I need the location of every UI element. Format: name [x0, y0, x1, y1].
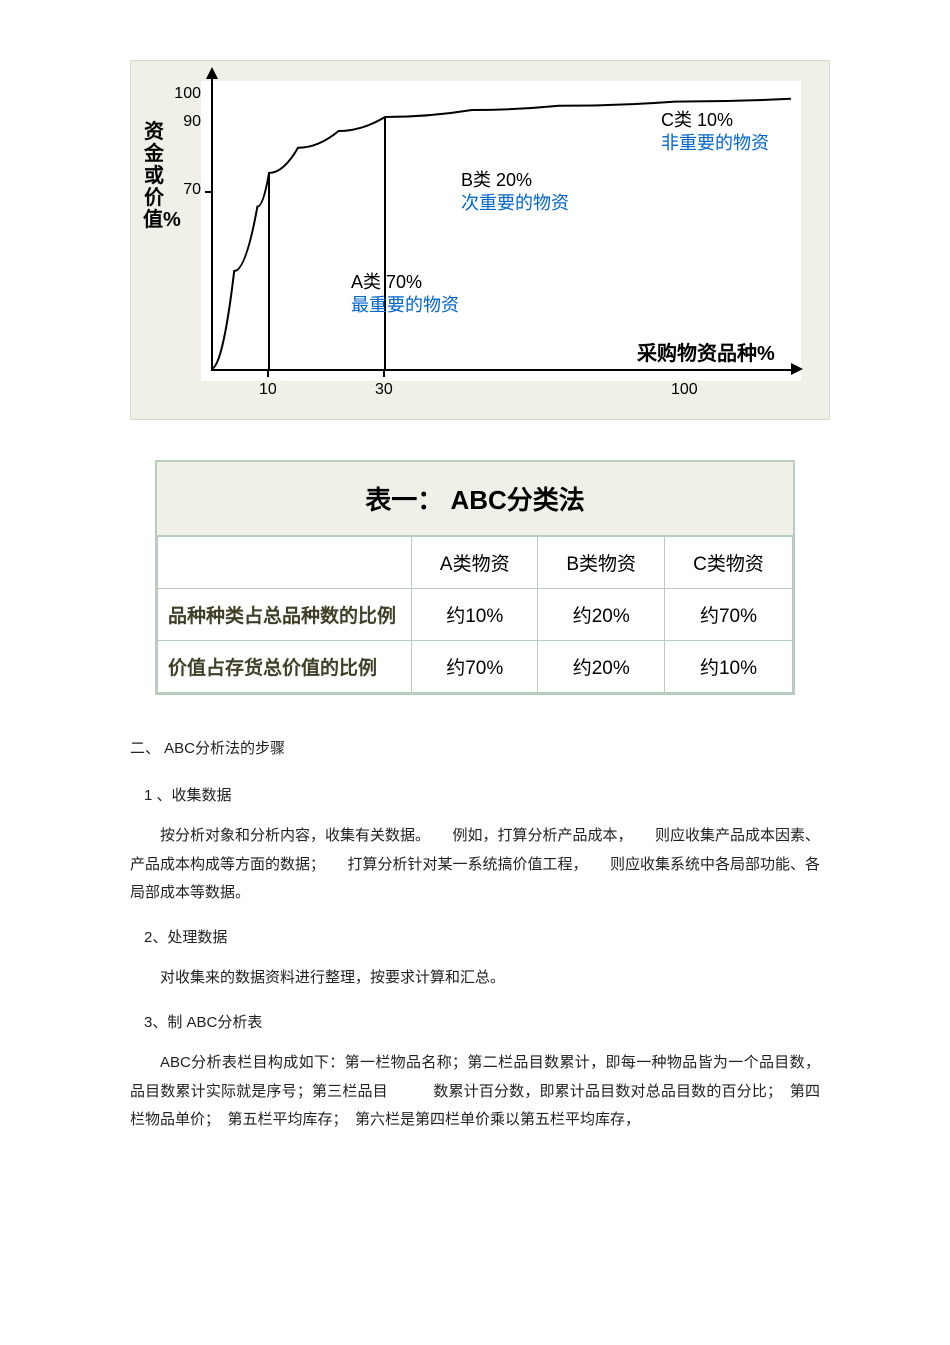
table-title: 表一： ABC分类法	[157, 462, 793, 536]
table-header-cell: A类物资	[412, 537, 538, 589]
table-row: 品种种类占总品种数的比例 约10% 约20% 约70%	[158, 589, 793, 641]
table-header-cell: B类物资	[538, 537, 664, 589]
table-header-cell	[158, 537, 412, 589]
table-cell: 约10%	[664, 641, 792, 693]
x-axis-label: 采购物资品种%	[637, 337, 775, 366]
anno-line2: 次重要的物资	[461, 192, 569, 215]
table-row-header: 价值占存货总价值的比例	[158, 641, 412, 693]
table-cell: 约70%	[664, 589, 792, 641]
anno-line2: 最重要的物资	[351, 294, 459, 317]
step-heading: 2、处理数据	[144, 924, 820, 953]
table-cell: 约20%	[538, 641, 664, 693]
step-heading: 3、制 ABC分析表	[144, 1009, 820, 1038]
section-heading: 二、 ABC分析法的步骤	[130, 735, 820, 764]
table-header-cell: C类物资	[664, 537, 792, 589]
abc-table-body: A类物资 B类物资 C类物资 品种种类占总品种数的比例 约10% 约20% 约7…	[157, 536, 793, 693]
abc-pareto-chart: 资金或价值% 70 90 100 10 30 100 A类 70% 最重要的物资…	[130, 60, 830, 420]
text-section: 二、 ABC分析法的步骤 1 、收集数据 按分析对象和分析内容，收集有关数据。 …	[130, 735, 820, 1135]
chart-annotation-b: B类 20% 次重要的物资	[461, 169, 569, 214]
table-cell: 约10%	[412, 589, 538, 641]
abc-table: 表一： ABC分类法 A类物资 B类物资 C类物资 品种种类占总品种数的比例 约…	[155, 460, 795, 695]
table-row: 价值占存货总价值的比例 约70% 约20% 约10%	[158, 641, 793, 693]
table-header-row: A类物资 B类物资 C类物资	[158, 537, 793, 589]
table-cell: 约20%	[538, 589, 664, 641]
step-body: 按分析对象和分析内容，收集有关数据。 例如，打算分析产品成本， 则应收集产品成本…	[130, 822, 820, 908]
table-row-header: 品种种类占总品种数的比例	[158, 589, 412, 641]
step-body: 对收集来的数据资料进行整理，按要求计算和汇总。	[130, 964, 820, 993]
step-body: ABC分析表栏目构成如下：第一栏物品名称；第二栏品目数累计，即每一种物品皆为一个…	[130, 1049, 820, 1135]
table-cell: 约70%	[412, 641, 538, 693]
anno-line2: 非重要的物资	[661, 132, 769, 155]
anno-line1: B类 20%	[461, 169, 569, 192]
anno-line1: C类 10%	[661, 109, 769, 132]
step-heading: 1 、收集数据	[144, 782, 820, 811]
chart-annotation-c: C类 10% 非重要的物资	[661, 109, 769, 154]
chart-annotation-a: A类 70% 最重要的物资	[351, 271, 459, 316]
anno-line1: A类 70%	[351, 271, 459, 294]
